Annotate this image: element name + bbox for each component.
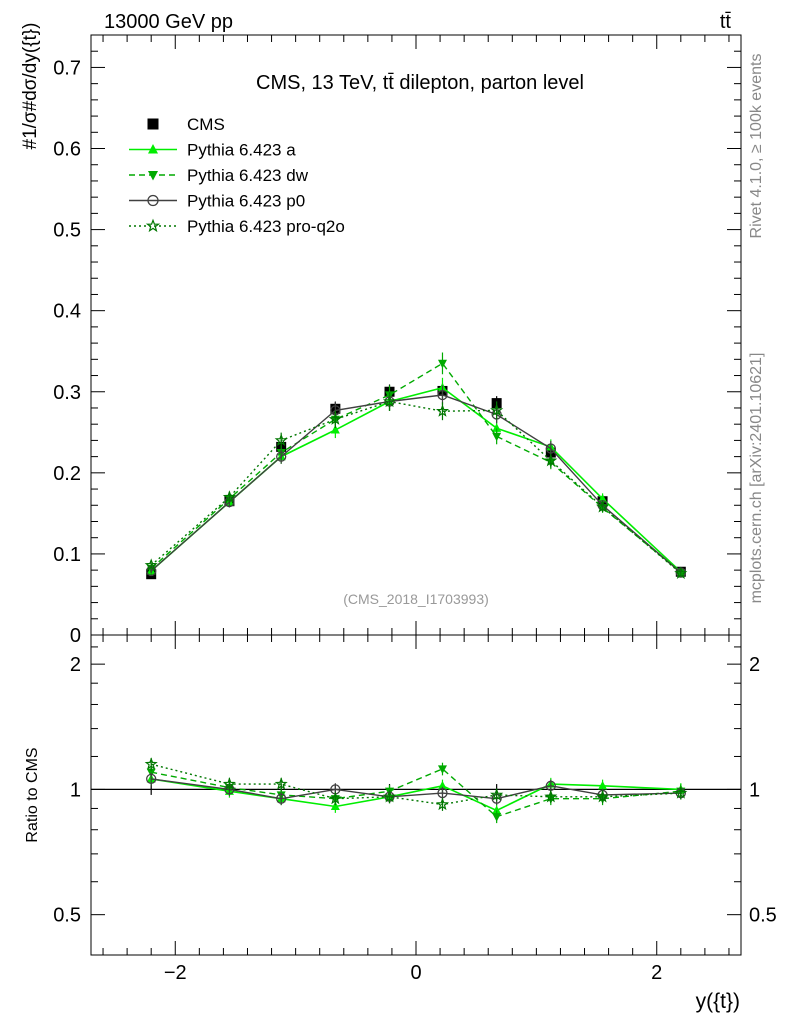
y-tick-label: 0.7 <box>53 57 81 79</box>
star-marker <box>274 433 288 447</box>
legend-entry: Pythia 6.423 a <box>129 141 296 160</box>
series-line <box>151 768 681 818</box>
ratio-axis-ticks: 0.5 0.5 1 1 2 2 −2 0 2 <box>53 635 777 984</box>
legend-label: Pythia 6.423 a <box>187 141 296 160</box>
legend-label: Pythia 6.423 p0 <box>187 192 305 211</box>
circle-marker <box>437 787 448 799</box>
star-marker <box>674 786 688 799</box>
x-axis-label: y({t}) <box>696 990 740 1013</box>
series-group <box>144 392 688 580</box>
legend-label: Pythia 6.423 pro-q2o <box>187 217 345 236</box>
star-marker <box>145 218 161 233</box>
star-marker <box>274 777 288 790</box>
ratio-data-series <box>144 757 688 824</box>
y-tick-label: 0.1 <box>53 544 81 566</box>
triangle-up-marker <box>330 801 340 811</box>
series-group <box>146 385 686 578</box>
triangle-up-marker <box>148 144 158 154</box>
legend-label: Pythia 6.423 dw <box>187 166 309 185</box>
star-marker <box>435 797 450 811</box>
y-tick-label: 0 <box>70 625 81 647</box>
circle-marker <box>276 451 287 462</box>
ratio-y-tick-label: 2 <box>70 654 81 676</box>
rivet-version-label: Rivet 4.1.0, ≥ 100k events <box>748 54 765 239</box>
triangle-down-marker <box>148 171 158 181</box>
mcplots-label: mcplots.cern.ch [arXiv:2401.10621] <box>748 353 765 604</box>
series-line <box>150 400 682 574</box>
series-group <box>146 383 686 580</box>
star-marker <box>596 789 610 803</box>
y-tick-label: 0.3 <box>53 382 81 404</box>
star-marker <box>674 566 688 580</box>
circle-marker <box>146 773 157 785</box>
star-marker <box>544 789 558 803</box>
circle-marker <box>276 793 287 804</box>
series-line <box>151 763 681 806</box>
circle-marker <box>545 443 556 454</box>
chart-title: CMS, 13 TeV, tt̄ dilepton, parton level <box>256 72 584 94</box>
triangle-down-marker <box>492 813 502 822</box>
triangle-up-marker <box>492 423 502 432</box>
process-label: tt̄ <box>720 11 732 33</box>
legend-entry: Pythia 6.423 dw <box>129 166 309 185</box>
ratio-y-tick-label: 1 <box>70 779 81 801</box>
star-marker <box>382 789 396 803</box>
y-tick-label: 0.4 <box>53 301 81 323</box>
star-marker <box>328 791 342 805</box>
y-tick-label: 0.5 <box>53 220 81 242</box>
star-marker <box>490 787 504 801</box>
x-tick-label: −2 <box>164 962 187 984</box>
legend-entry: Pythia 6.423 p0 <box>129 192 305 211</box>
triangle-down-marker <box>437 765 447 774</box>
beam-label: 13000 GeV pp <box>104 11 233 33</box>
triangle-up-marker <box>492 805 502 815</box>
series-line <box>151 778 681 800</box>
legend-label: CMS <box>187 115 225 134</box>
triangle-up-marker <box>598 780 608 790</box>
series-group <box>146 377 686 576</box>
series-line <box>150 394 682 574</box>
legend-entry: Pythia 6.423 pro-q2o <box>129 217 345 236</box>
ratio-y-axis-label: Ratio to CMS <box>24 747 41 842</box>
series-line <box>151 778 681 812</box>
circle-marker <box>147 194 159 207</box>
star-marker <box>222 777 236 790</box>
main-axis-ticks: 0 0.1 0.2 0.3 0.4 0.5 0.6 0.7 <box>53 34 741 647</box>
y-tick-label: 0.2 <box>53 463 81 485</box>
star-marker <box>222 490 236 503</box>
x-tick-label: 2 <box>651 962 662 984</box>
star-marker <box>144 558 158 571</box>
ratio-y-tick-label-right: 0.5 <box>749 905 777 927</box>
legend: CMS Pythia 6.423 a Pythia 6.423 dw Pythia 6… <box>129 115 345 236</box>
star-marker <box>328 412 342 425</box>
main-data-series <box>144 352 688 580</box>
square-marker <box>147 118 159 130</box>
triangle-down-marker <box>492 432 502 442</box>
triangle-up-marker <box>330 424 340 434</box>
star-marker <box>435 404 450 417</box>
x-tick-label: 0 <box>410 962 421 984</box>
star-marker <box>596 499 610 513</box>
ratio-y-tick-label: 0.5 <box>53 905 81 927</box>
triangle-up-marker <box>437 780 447 790</box>
y-tick-label: 0.6 <box>53 139 81 161</box>
star-marker <box>382 394 396 408</box>
star-marker <box>544 453 558 467</box>
series-line <box>150 362 682 574</box>
triangle-down-marker <box>437 359 447 369</box>
legend-entry: CMS <box>147 115 225 134</box>
triangle-up-marker <box>598 493 608 503</box>
ratio-y-tick-label-right: 2 <box>749 654 760 676</box>
analysis-id-label: (CMS_2018_I1703993) <box>343 591 489 607</box>
star-marker <box>144 757 158 770</box>
y-axis-label: #1/σ#dσ/dy({t}) <box>20 23 41 150</box>
series-line <box>150 386 682 573</box>
star-marker <box>490 403 504 417</box>
series-group <box>146 352 686 578</box>
ratio-y-tick-label-right: 1 <box>749 779 760 801</box>
circle-marker <box>437 389 448 401</box>
series-group <box>144 757 688 811</box>
